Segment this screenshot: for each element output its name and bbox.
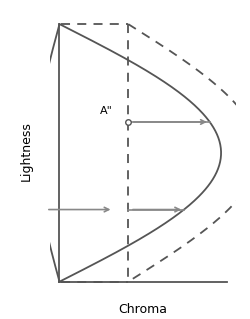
Text: Chroma: Chroma: [118, 303, 167, 316]
Text: Lightness: Lightness: [20, 122, 32, 182]
Text: A": A": [100, 106, 113, 116]
